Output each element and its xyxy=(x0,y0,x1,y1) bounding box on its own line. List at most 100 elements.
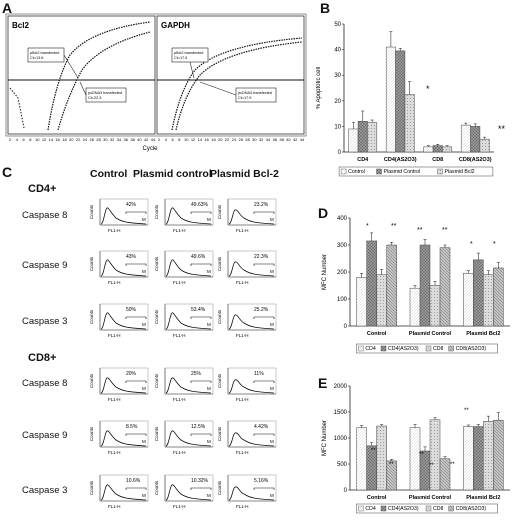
gate-percent: 10.32% xyxy=(191,478,209,484)
legend-swatch xyxy=(340,168,347,175)
legend-entry: Plasmid Bcl2 xyxy=(445,169,475,175)
facs-histogram: M 49.6% Counts FL1-H xyxy=(153,248,215,286)
panel-a-qpcr: Bcl2 GAPDH pBcl2 transfected Ct=13.6 pcD… xyxy=(5,13,307,152)
histogram-x-label: FL1-H xyxy=(173,450,186,455)
histogram-x-label: FL1-H xyxy=(108,450,121,455)
legend: CD4 CD4(AS2O3) CD8 CD8(AS2O3) xyxy=(356,503,498,514)
panel-label-e: E xyxy=(318,375,328,391)
x-tick-label: 44 xyxy=(300,137,305,142)
legend-entry: CD4 xyxy=(365,506,375,512)
legend-frame xyxy=(338,166,494,177)
y-tick-label: 200 xyxy=(337,270,348,276)
bcl2-annot-2-l2: Ct=22.3 xyxy=(88,96,101,100)
significance-marker: ** xyxy=(389,462,394,468)
facs-histogram: M 25% Counts FL1-H xyxy=(153,365,215,403)
facs-histogram: M 4.42% Counts FL1-H xyxy=(216,418,278,456)
y-tick-label: 1500 xyxy=(334,410,348,416)
histogram-curve xyxy=(100,484,147,501)
histogram-x-label: FL1-H xyxy=(236,504,249,509)
x-tick-label: 32 xyxy=(259,137,264,142)
histogram-y-label: Counts xyxy=(217,480,222,495)
histogram-curve xyxy=(228,432,275,447)
histogram-frame xyxy=(164,250,214,278)
row-label-cd4-caspase8: Caspase 8 xyxy=(22,210,68,221)
facs-histogram: M 25.2% Counts FL1-H xyxy=(216,301,278,339)
bar xyxy=(439,458,451,491)
x-tick-label: 42 xyxy=(293,137,298,142)
legend-swatch xyxy=(358,505,364,512)
x-tick-label: 42 xyxy=(144,137,149,142)
bcl2-annot-1-l2: Ct=13.6 xyxy=(30,56,43,60)
histogram-y-label: Counts xyxy=(89,426,94,441)
x-tick-label: 20 xyxy=(218,137,223,142)
histogram-x-label: FL1-H xyxy=(108,333,121,338)
histogram-frame xyxy=(164,474,214,502)
gapdh-annot-1-l1: pBcl2 transfected xyxy=(174,51,203,55)
bar xyxy=(356,277,367,327)
gate-label: M xyxy=(207,386,211,391)
x-tick-label: 34 xyxy=(266,137,271,142)
y-tick-label: 1000 xyxy=(334,436,348,442)
gate-percent: 42% xyxy=(126,202,137,208)
gate-label: M xyxy=(270,439,274,444)
panel-d-chart: 0 100 200 300 400 MFC Number Control Plasmid Co… xyxy=(322,216,510,354)
histogram-curve xyxy=(100,430,147,447)
category-label: CD8 xyxy=(432,157,443,163)
x-tick-label: 12 xyxy=(42,137,47,142)
x-tick-label: 2 xyxy=(9,137,12,142)
x-tick-label: 20 xyxy=(69,137,74,142)
gate-label: M xyxy=(142,269,146,274)
gate-label: M xyxy=(270,493,274,498)
bcl2-title: Bcl2 xyxy=(12,21,29,30)
histogram-gate xyxy=(125,487,147,490)
y-tick-label: 300 xyxy=(337,243,348,249)
row-label-cd4-caspase3: Caspase 3 xyxy=(22,316,68,327)
panel-c-header-plasmid-bcl2: Plasmid Bcl-2 xyxy=(210,168,279,180)
gate-percent: 8.5% xyxy=(126,424,138,430)
histogram-y-label: Counts xyxy=(154,204,159,219)
gate-percent: 4.42% xyxy=(254,424,269,430)
x-tick-label: 24 xyxy=(83,137,88,142)
gate-percent: 22.3% xyxy=(254,254,269,260)
gate-label: M xyxy=(207,439,211,444)
x-tick-label: 8 xyxy=(178,137,181,142)
histogram-y-label: Counts xyxy=(154,426,159,441)
histogram-x-label: FL1-H xyxy=(173,280,186,285)
histogram-gate xyxy=(253,211,275,214)
histogram-gate xyxy=(190,211,212,214)
y-tick-label: 0 xyxy=(344,488,348,494)
x-tick-label: 22 xyxy=(76,137,81,142)
histogram-curve xyxy=(100,207,147,225)
x-tick-label: 26 xyxy=(89,137,94,142)
y-tick-label: 20 xyxy=(334,99,341,105)
x-tick-label: 6 xyxy=(172,137,175,142)
panel-label-a: A xyxy=(2,0,13,16)
histogram-x-label: FL1-H xyxy=(236,397,249,402)
legend-entry: Control xyxy=(348,169,365,175)
gapdh-annotation-leader-2 xyxy=(199,81,237,96)
gate-percent: 11% xyxy=(254,371,264,377)
y-tick-label: 100 xyxy=(337,297,348,303)
bar xyxy=(348,128,359,153)
panel-label-d: D xyxy=(318,205,329,221)
x-tick-label: 10 xyxy=(184,137,189,142)
x-tick-label: 40 xyxy=(137,137,142,142)
histogram-gate xyxy=(253,380,275,383)
x-tick-label: 14 xyxy=(49,137,54,142)
gate-percent: 12.5% xyxy=(191,424,206,430)
x-tick-label: 26 xyxy=(238,137,243,142)
legend-swatch xyxy=(376,168,382,175)
category-label: Control xyxy=(367,495,387,501)
x-tick-label: 16 xyxy=(55,137,60,142)
legend-swatch xyxy=(448,345,454,352)
bar xyxy=(385,46,396,153)
x-tick-label: 2 xyxy=(158,137,161,142)
x-tick-label: 12 xyxy=(191,137,196,142)
histogram-gate xyxy=(253,263,275,266)
histogram-y-label: Counts xyxy=(217,373,222,388)
histogram-gate xyxy=(125,263,147,266)
y-axis-label: % Apoptotic cell xyxy=(316,67,322,109)
significance-marker: ** xyxy=(450,462,455,468)
bar xyxy=(479,138,490,153)
legend-swatch xyxy=(380,505,387,512)
